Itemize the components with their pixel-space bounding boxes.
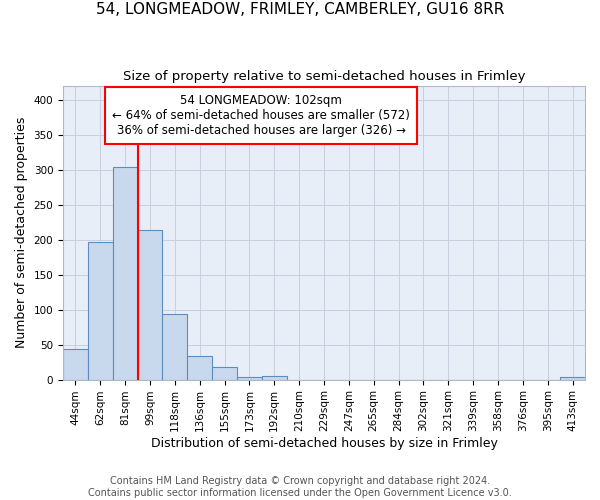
Y-axis label: Number of semi-detached properties: Number of semi-detached properties: [15, 117, 28, 348]
Bar: [560, 377, 585, 380]
Text: 54, LONGMEADOW, FRIMLEY, CAMBERLEY, GU16 8RR: 54, LONGMEADOW, FRIMLEY, CAMBERLEY, GU16…: [96, 2, 504, 18]
Bar: [63, 349, 88, 380]
Bar: [212, 367, 237, 380]
Text: Contains HM Land Registry data © Crown copyright and database right 2024.
Contai: Contains HM Land Registry data © Crown c…: [88, 476, 512, 498]
Bar: [262, 376, 287, 380]
Bar: [163, 314, 187, 380]
Bar: [237, 377, 262, 380]
X-axis label: Distribution of semi-detached houses by size in Frimley: Distribution of semi-detached houses by …: [151, 437, 497, 450]
Bar: [88, 242, 113, 380]
Text: 54 LONGMEADOW: 102sqm
← 64% of semi-detached houses are smaller (572)
36% of sem: 54 LONGMEADOW: 102sqm ← 64% of semi-deta…: [112, 94, 410, 138]
Bar: [137, 230, 163, 380]
Title: Size of property relative to semi-detached houses in Frimley: Size of property relative to semi-detach…: [123, 70, 525, 83]
Bar: [113, 167, 137, 380]
Bar: [187, 356, 212, 380]
